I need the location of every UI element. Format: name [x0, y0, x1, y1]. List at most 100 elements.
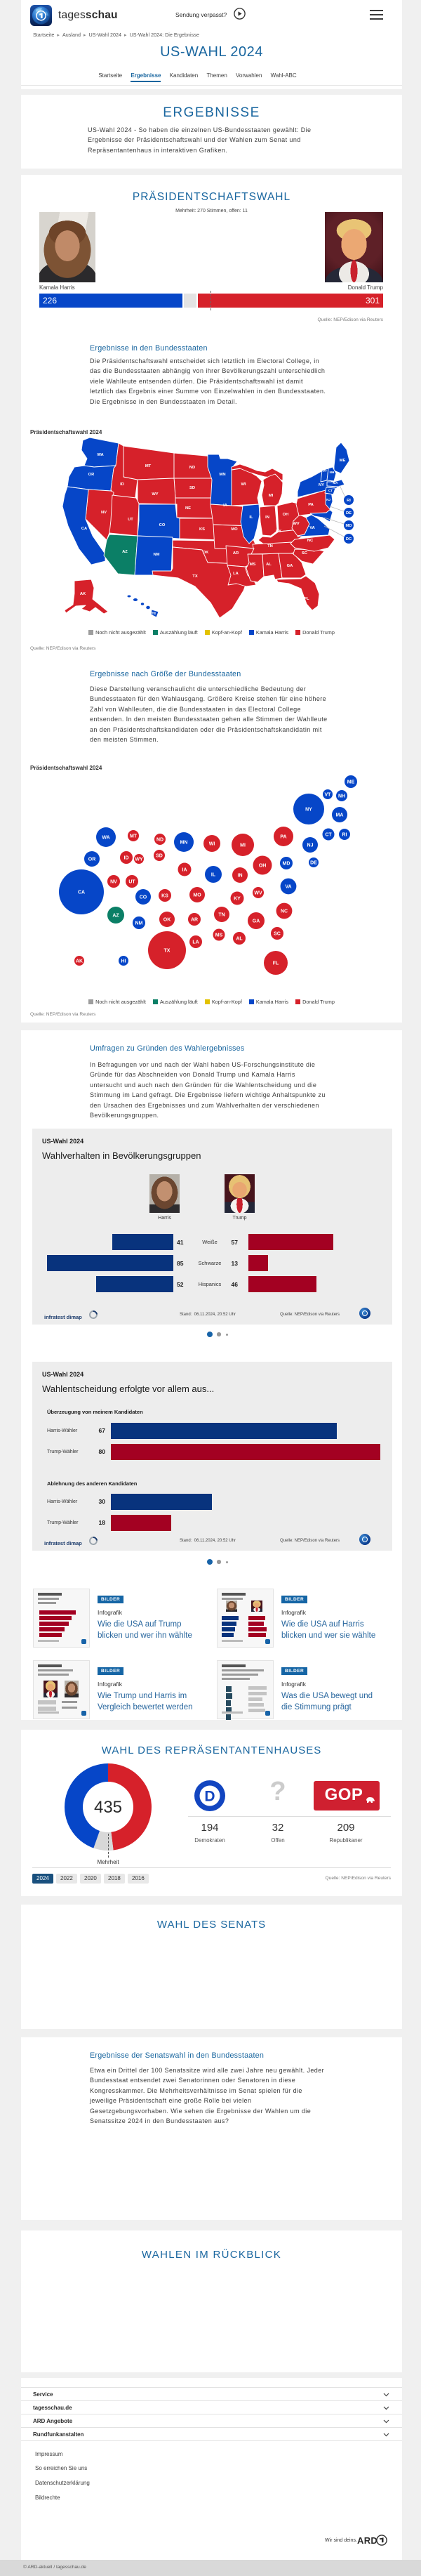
svg-text:WI: WI — [209, 842, 215, 847]
svg-text:TN: TN — [218, 913, 225, 918]
svg-text:FL: FL — [273, 961, 279, 966]
svg-text:WA: WA — [102, 836, 109, 841]
svg-text:ND: ND — [156, 838, 163, 843]
svg-text:CA: CA — [81, 527, 88, 531]
svg-text:MI: MI — [269, 494, 274, 498]
svg-text:AK: AK — [76, 959, 83, 964]
svg-text:MN: MN — [180, 841, 188, 846]
svg-text:NC: NC — [281, 909, 288, 914]
svg-text:KY: KY — [234, 897, 241, 902]
svg-text:SD: SD — [156, 854, 163, 859]
svg-text:WA: WA — [97, 453, 104, 457]
svg-text:IA: IA — [223, 504, 228, 508]
svg-text:VA: VA — [285, 885, 291, 890]
svg-text:AL: AL — [266, 563, 272, 567]
svg-text:TN: TN — [267, 544, 273, 548]
svg-text:AL: AL — [236, 937, 243, 942]
svg-text:TX: TX — [164, 949, 171, 954]
svg-text:HI: HI — [152, 612, 156, 616]
svg-text:GA: GA — [287, 564, 294, 568]
svg-text:AZ: AZ — [122, 550, 128, 554]
svg-text:SC: SC — [302, 551, 308, 556]
svg-text:NY: NY — [305, 808, 312, 813]
svg-text:UT: UT — [128, 518, 133, 522]
svg-text:ID: ID — [120, 482, 124, 487]
svg-text:MO: MO — [231, 527, 238, 532]
svg-text:VT: VT — [323, 469, 327, 473]
svg-text:CO: CO — [140, 895, 147, 900]
svg-text:ID: ID — [124, 856, 129, 861]
svg-text:MS: MS — [215, 933, 223, 938]
svg-text:IL: IL — [211, 873, 216, 878]
svg-text:IA: IA — [182, 868, 187, 873]
svg-text:D: D — [204, 1789, 215, 1805]
svg-text:NH: NH — [330, 471, 335, 474]
svg-text:NH: NH — [338, 794, 345, 799]
svg-text:AK: AK — [80, 592, 86, 596]
svg-text:OH: OH — [283, 513, 289, 517]
svg-text:MO: MO — [193, 893, 201, 898]
svg-text:WI: WI — [241, 482, 246, 487]
svg-text:LA: LA — [233, 572, 239, 576]
svg-text:PA: PA — [280, 835, 286, 840]
svg-text:CT: CT — [325, 833, 332, 838]
svg-text:OH: OH — [259, 864, 267, 869]
svg-text:DC: DC — [346, 537, 352, 541]
svg-text:CA: CA — [78, 891, 85, 895]
svg-text:WY: WY — [152, 492, 158, 497]
svg-text:CT: CT — [328, 489, 333, 492]
svg-text:MD: MD — [345, 524, 352, 528]
svg-text:SD: SD — [189, 486, 195, 490]
svg-text:OR: OR — [88, 473, 95, 477]
svg-text:PA: PA — [308, 503, 314, 507]
svg-text:NC: NC — [307, 539, 314, 543]
svg-text:IN: IN — [238, 874, 243, 879]
svg-text:WY: WY — [135, 857, 143, 862]
svg-text:ND: ND — [189, 466, 195, 470]
svg-text:IN: IN — [265, 515, 269, 520]
svg-text:MS: MS — [250, 563, 256, 567]
svg-text:NM: NM — [135, 921, 143, 926]
svg-text:OK: OK — [203, 551, 210, 555]
svg-text:WV: WV — [254, 891, 262, 896]
svg-text:LA: LA — [192, 940, 199, 945]
svg-text:MA: MA — [333, 481, 338, 485]
svg-text:RI: RI — [342, 833, 347, 838]
svg-text:HI: HI — [121, 959, 126, 964]
svg-text:NJ: NJ — [326, 498, 330, 501]
svg-text:NV: NV — [101, 511, 107, 515]
svg-text:TX: TX — [192, 574, 198, 579]
svg-text:NE: NE — [185, 506, 191, 511]
svg-text:VA: VA — [309, 526, 315, 530]
svg-text:GA: GA — [253, 919, 260, 924]
svg-text:AZ: AZ — [112, 914, 119, 919]
svg-text:NV: NV — [110, 880, 117, 885]
svg-text:IL: IL — [249, 515, 253, 520]
svg-text:FL: FL — [304, 597, 309, 601]
svg-text:UT: UT — [128, 880, 135, 885]
svg-text:MN: MN — [219, 473, 225, 477]
svg-text:AR: AR — [191, 918, 198, 923]
svg-text:NY: NY — [319, 483, 324, 487]
svg-text:NJ: NJ — [307, 843, 314, 848]
svg-text:OR: OR — [88, 857, 96, 862]
svg-text:KY: KY — [276, 530, 281, 534]
svg-text:ME: ME — [340, 459, 346, 463]
svg-text:RI: RI — [347, 499, 351, 503]
svg-text:DE: DE — [310, 861, 317, 866]
svg-text:NM: NM — [153, 553, 159, 557]
svg-text:WV: WV — [293, 522, 299, 526]
svg-text:OK: OK — [163, 918, 171, 923]
svg-text:SC: SC — [274, 932, 281, 937]
svg-text:DE: DE — [346, 511, 352, 515]
svg-text:MT: MT — [130, 834, 138, 839]
svg-text:MA: MA — [336, 813, 344, 818]
svg-text:VT: VT — [325, 793, 332, 798]
svg-text:ME: ME — [347, 780, 355, 785]
svg-text:AR: AR — [233, 551, 239, 556]
svg-text:MD: MD — [283, 862, 290, 867]
svg-text:MT: MT — [145, 464, 152, 468]
svg-text:MI: MI — [240, 843, 246, 848]
svg-text:KS: KS — [161, 894, 168, 899]
svg-text:KS: KS — [199, 527, 205, 532]
